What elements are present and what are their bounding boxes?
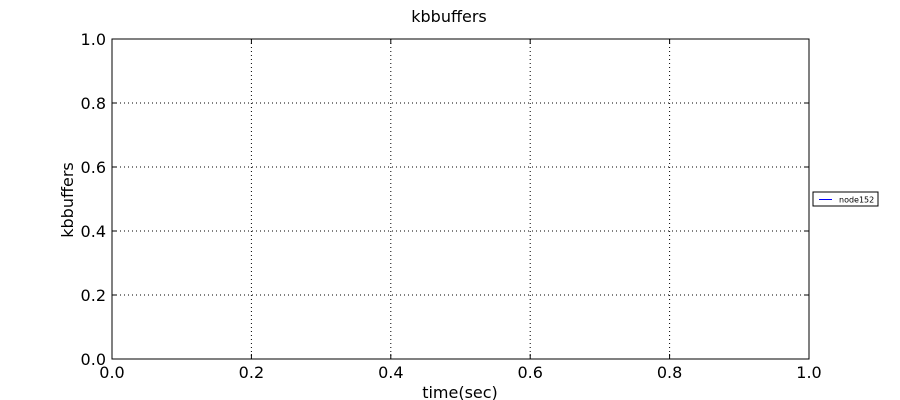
grid [112, 39, 809, 359]
x-tick-label: 0.4 [378, 363, 403, 382]
y-tick-label: 0.2 [81, 286, 106, 305]
legend-box [812, 191, 879, 207]
x-axis-label: time(sec) [422, 383, 498, 400]
x-tick-label: 0.0 [99, 363, 124, 382]
x-tick-label: 1.0 [796, 363, 821, 382]
ticks: 0.0 0.2 0.4 0.6 0.8 1.0 0.0 0.2 0.4 0.6 0.8 1.0 [81, 30, 822, 382]
x-tick-label: 0.8 [657, 363, 682, 382]
y-axis-label: kbbuffers [58, 162, 77, 238]
y-tick-label: 0.0 [81, 350, 106, 369]
legend: node152 [812, 191, 879, 207]
plot-area [111, 38, 810, 360]
y-tick-label: 1.0 [81, 30, 106, 49]
legend-label-node152: node152 [839, 196, 874, 205]
y-tick-label: 0.4 [81, 222, 106, 241]
chart-title: kbbuffers [411, 7, 487, 26]
x-tick-label: 0.2 [239, 363, 264, 382]
y-tick-label: 0.6 [81, 158, 106, 177]
x-tick-label: 0.6 [517, 363, 542, 382]
y-tick-label: 0.8 [81, 94, 106, 113]
